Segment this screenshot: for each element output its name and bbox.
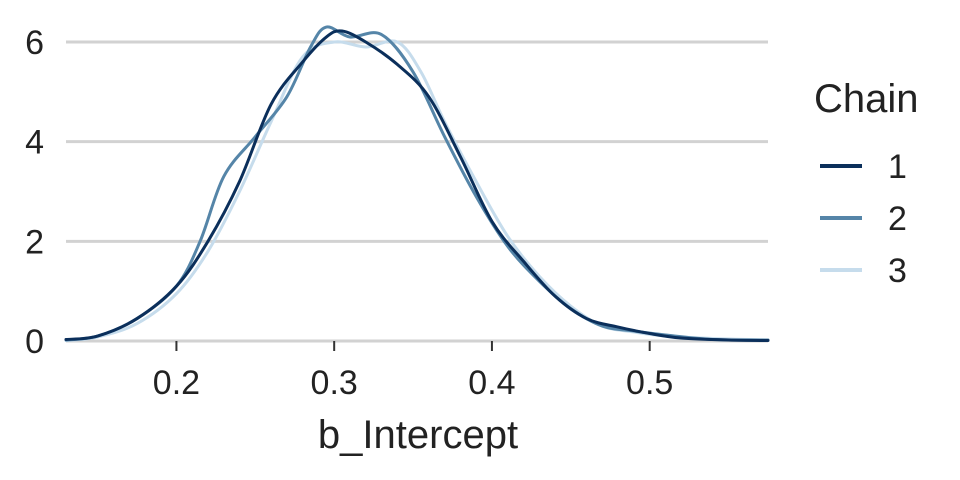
x-tick-label: 0.5 [626,364,673,402]
y-tick-label: 6 [25,24,44,62]
legend: Chain 1 2 3 [814,77,919,290]
series-line-chain-3 [64,39,770,342]
y-tick-label: 4 [25,124,44,162]
series-lines [64,25,770,342]
series-line-chain-2 [64,25,770,342]
grid-lines [66,40,768,343]
x-tick-label: 0.3 [311,364,358,402]
x-axis-title: b_Intercept [318,413,518,457]
x-axis-ticks: 0.2 0.3 0.4 0.5 [153,341,673,402]
x-tick-label: 0.2 [153,364,200,402]
legend-label-chain-1: 1 [888,148,907,186]
y-axis-ticks: 0 2 4 6 [25,24,44,361]
legend-title: Chain [814,77,919,121]
x-tick-label: 0.4 [468,364,515,402]
y-tick-label: 0 [25,323,44,361]
series-line-chain-1 [64,29,770,342]
y-tick-label: 2 [25,223,44,261]
legend-label-chain-2: 2 [888,200,907,238]
legend-label-chain-3: 3 [888,252,907,290]
